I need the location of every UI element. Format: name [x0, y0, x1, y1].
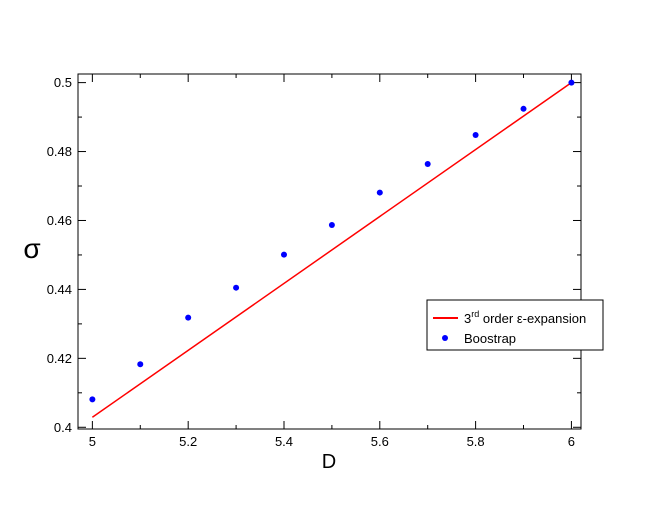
data-point — [233, 284, 240, 291]
y-tick-label: 0.4 — [54, 420, 72, 435]
data-point — [472, 132, 479, 139]
x-tick-label: 5.6 — [371, 434, 389, 449]
y-tick-label: 0.5 — [54, 75, 72, 90]
x-tick-label: 5.4 — [275, 434, 293, 449]
data-point — [568, 79, 575, 86]
data-point — [328, 221, 335, 228]
data-point — [185, 314, 192, 321]
legend-entry-scatter: Boostrap — [464, 331, 516, 346]
data-point — [280, 251, 287, 258]
series-layer — [89, 79, 575, 418]
data-point — [376, 189, 383, 196]
x-tick-label: 5 — [89, 434, 96, 449]
y-tick-label: 0.46 — [47, 213, 72, 228]
x-tick-label: 5.2 — [179, 434, 197, 449]
y-axis-label: σ — [23, 233, 40, 264]
series-line — [91, 82, 572, 418]
plot-frame — [77, 73, 582, 430]
data-point — [424, 160, 431, 167]
legend-dot-swatch — [442, 335, 448, 341]
y-tick-label: 0.48 — [47, 144, 72, 159]
x-tick-label: 6 — [568, 434, 575, 449]
legend-box — [426, 299, 604, 351]
legend-entry-line: 3rd order ε-expansion — [464, 309, 586, 326]
x-tick-label: 5.8 — [467, 434, 485, 449]
y-tick-label: 0.44 — [47, 282, 72, 297]
x-axis: 5 5.2 5.4 5.6 5.8 6 — [89, 74, 575, 449]
legend: 3rd order ε-expansion Boostrap — [426, 299, 604, 351]
y-axis: 0.4 0.42 0.44 0.46 0.48 0.5 — [47, 75, 581, 435]
data-point — [89, 396, 96, 403]
y-tick-label: 0.42 — [47, 351, 72, 366]
x-axis-label: D — [322, 451, 336, 473]
legend-superscript: rd — [471, 309, 479, 319]
data-point — [520, 105, 527, 112]
data-point — [137, 361, 144, 368]
